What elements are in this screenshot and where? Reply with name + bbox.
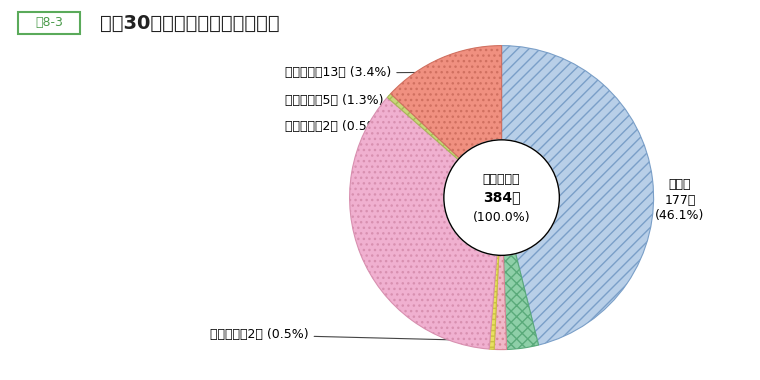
- Circle shape: [444, 140, 559, 255]
- Text: 平成30年度末派遣先地域別状況: 平成30年度末派遣先地域別状況: [100, 14, 280, 33]
- Text: 中南米　　2人 (0.5%): 中南米 2人 (0.5%): [210, 328, 455, 342]
- Text: 図8-3: 図8-3: [35, 16, 63, 30]
- Wedge shape: [350, 97, 497, 349]
- Wedge shape: [502, 46, 654, 345]
- Wedge shape: [503, 253, 539, 350]
- Text: 欧州
135人
(35.2%): 欧州 135人 (35.2%): [366, 188, 415, 231]
- Text: 384人: 384人: [483, 191, 521, 204]
- Text: (100.0%): (100.0%): [473, 211, 530, 224]
- Text: アジア
177人
(46.1%): アジア 177人 (46.1%): [655, 179, 705, 222]
- Wedge shape: [494, 255, 507, 350]
- Text: 北米
50人
(13.0%): 北米 50人 (13.0%): [505, 279, 555, 321]
- Text: 大洋州　　2人 (0.5%): 大洋州 2人 (0.5%): [285, 105, 487, 133]
- Wedge shape: [489, 255, 499, 350]
- FancyBboxPatch shape: [18, 12, 80, 34]
- Text: 中東　　　5人 (1.3%): 中東 5人 (1.3%): [285, 88, 487, 106]
- Wedge shape: [388, 94, 460, 160]
- Text: 派遣者総数: 派遣者総数: [483, 173, 521, 186]
- Text: アフリカ　13人 (3.4%): アフリカ 13人 (3.4%): [285, 66, 487, 79]
- Wedge shape: [391, 46, 502, 158]
